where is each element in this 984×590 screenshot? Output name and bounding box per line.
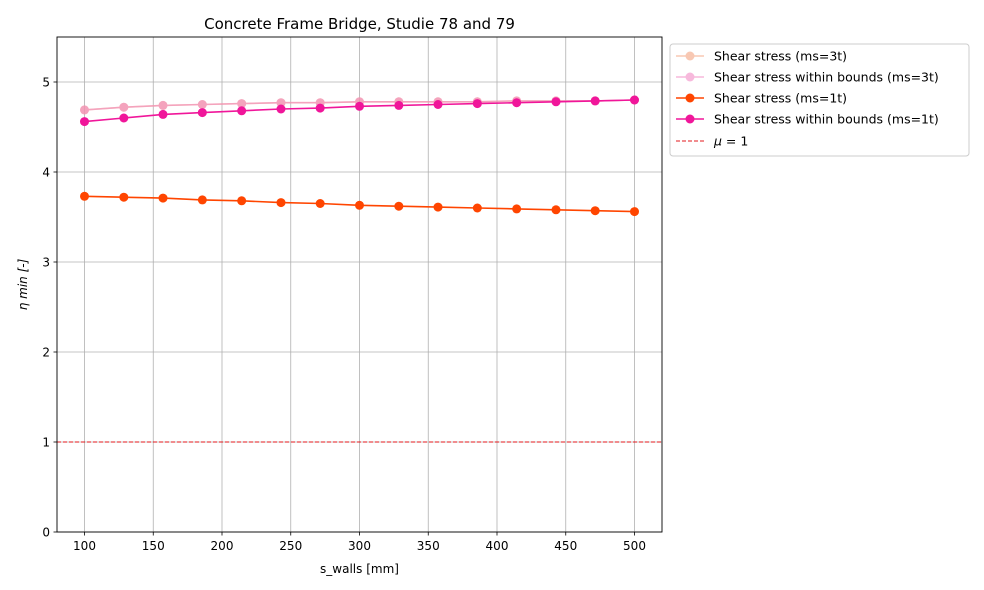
data-point [237,196,247,206]
data-point [590,96,600,106]
data-point [315,103,325,113]
data-point [512,98,522,108]
y-tick-label: 4 [42,166,50,180]
data-point [119,102,129,112]
data-point [355,101,364,111]
legend-label-symbol: μ [713,134,722,149]
x-axis-label: s_walls [mm] [320,562,399,576]
x-tick-label: 250 [279,539,302,553]
data-point [590,206,600,216]
x-tick-label: 100 [73,539,96,553]
data-point [630,95,639,105]
legend-label: Shear stress (ms=1t) [714,91,847,106]
data-point [512,204,522,214]
legend-frame [669,43,970,157]
legend-swatch-marker [685,93,695,103]
series-layer [80,95,639,217]
y-tick-label: 1 [42,436,50,450]
x-tick-label: 350 [417,539,440,553]
data-point [197,108,207,118]
chart-title: Concrete Frame Bridge, Studie 78 and 79 [204,15,515,33]
series-group [80,95,639,127]
legend-item [676,114,704,124]
legend-label: Shear stress within bounds (ms=3t) [714,70,939,85]
data-point [197,100,207,109]
y-tick-label: 2 [42,346,50,360]
axis-ticks: 100 150 200 250 300 350 400 450 500 0 1 2 3 4 5 [42,76,646,554]
data-point [433,100,443,109]
x-tick-label: 200 [211,539,234,553]
y-axis-label: η min [-] [16,258,30,310]
data-point [237,99,247,109]
legend-item [676,93,704,103]
legend-swatch-marker [685,114,695,124]
y-tick-label: 3 [42,256,50,270]
data-point [158,109,168,119]
data-point [551,205,561,215]
legend: Shear stress (ms=3t) Shear stress within … [669,43,970,157]
data-point [472,99,482,109]
data-point [433,202,443,212]
x-tick-label: 300 [348,539,371,553]
data-point [80,191,89,201]
data-point [276,198,286,208]
legend-swatch-marker [685,72,695,82]
data-point [158,100,168,110]
data-point [158,193,168,203]
x-tick-label: 450 [554,539,577,553]
legend-swatch-marker [685,51,695,61]
legend-item [676,51,704,61]
x-tick-label: 400 [486,539,509,553]
data-point [119,113,129,123]
series-group [80,191,639,217]
x-tick-label: 150 [142,539,165,553]
data-point [276,104,286,114]
data-point [315,199,325,208]
data-point [119,192,129,202]
data-point [237,106,247,116]
legend-label: Shear stress (ms=3t) [714,49,847,64]
legend-label: μ = 1 [713,134,748,149]
data-point [197,195,207,205]
data-point [80,117,89,127]
data-point [80,105,89,115]
data-point [394,100,404,110]
x-tick-label: 500 [623,539,646,553]
legend-item [676,72,704,82]
data-point [394,201,404,211]
y-tick-label: 5 [42,76,50,90]
legend-label-value: = 1 [722,134,748,149]
data-point [630,207,639,217]
y-tick-label: 0 [42,526,50,540]
data-point [551,97,561,107]
data-point [276,98,286,108]
legend-label: Shear stress within bounds (ms=1t) [714,112,939,127]
data-point [472,203,482,213]
data-point [355,200,364,210]
